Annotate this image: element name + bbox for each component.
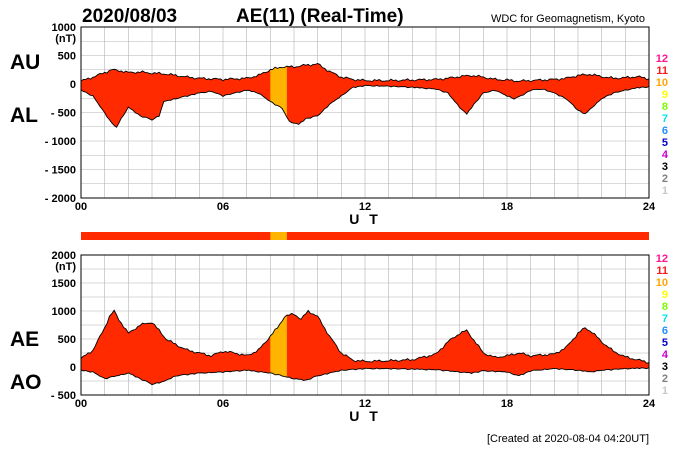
station-scale-label: 9 <box>662 89 668 101</box>
station-scale-label: 7 <box>662 113 668 125</box>
station-scale-label: 9 <box>662 289 668 301</box>
series-line-au <box>80 63 650 83</box>
y-tick-label: - 500 <box>51 108 76 120</box>
plot-frame <box>80 26 650 199</box>
series-line-al <box>80 84 650 128</box>
upper-series-label: AU <box>10 51 40 74</box>
series-line-ae <box>80 309 650 364</box>
x-tick-label: 24 <box>643 398 656 410</box>
station-scale-label: 2 <box>662 173 668 185</box>
x-tick-label: 18 <box>501 398 513 410</box>
y-tick-label: - 1000 <box>45 136 76 148</box>
station-count-bar <box>81 232 649 240</box>
station-scale-label: 3 <box>662 361 668 373</box>
y-tick-label: 500 <box>58 334 76 346</box>
station-scale-label: 8 <box>662 101 668 113</box>
y-tick-label: 1000 <box>52 306 76 318</box>
x-axis-label: U T <box>349 408 381 424</box>
series-line-ao <box>80 367 650 386</box>
station-scale-label: 5 <box>662 137 668 149</box>
index-title: AE(11) (Real-Time) <box>236 6 404 27</box>
y-tick-label: 1000 <box>52 22 76 34</box>
y-tick-label: 1500 <box>52 278 76 290</box>
station-scale-label: 12 <box>656 253 668 265</box>
x-tick-label: 12 <box>359 201 371 213</box>
station-scale-label: 2 <box>662 373 668 385</box>
station-scale-label: 5 <box>662 337 668 349</box>
y-unit-label: (nT) <box>55 33 76 45</box>
x-tick-label: 12 <box>359 398 371 410</box>
x-axis-label: U T <box>349 211 381 227</box>
x-tick-label: 06 <box>217 201 229 213</box>
lower-series-label: AL <box>10 104 38 127</box>
plot-frame <box>80 254 650 396</box>
date-title: 2020/08/03 <box>82 6 177 27</box>
station-scale-label: 12 <box>656 53 668 65</box>
x-tick-label: 00 <box>75 398 87 410</box>
station-scale-label: 1 <box>662 185 668 197</box>
station-scale-label: 10 <box>656 277 668 289</box>
station-scale-label: 10 <box>656 77 668 89</box>
y-tick-label: 0 <box>70 362 76 374</box>
x-tick-label: 06 <box>217 398 229 410</box>
station-scale-label: 4 <box>662 149 669 161</box>
created-timestamp: [Created at 2020-08-04 04:20UT] <box>487 433 649 445</box>
x-tick-label: 00 <box>75 201 87 213</box>
station-scale-label: 7 <box>662 313 668 325</box>
station-scale-label: 8 <box>662 301 668 313</box>
y-tick-label: 2000 <box>52 250 76 262</box>
x-tick-label: 18 <box>501 201 513 213</box>
upper-series-label: AE <box>10 328 39 351</box>
y-tick-label: - 2000 <box>45 193 76 205</box>
y-tick-label: 500 <box>58 51 76 63</box>
area-fill-ae-ao <box>81 310 649 385</box>
station-scale-label: 4 <box>662 349 669 361</box>
station-bar-highlight <box>270 232 287 240</box>
y-tick-label: - 500 <box>51 390 76 402</box>
station-scale-label: 3 <box>662 161 668 173</box>
station-scale-label: 6 <box>662 125 668 137</box>
station-scale-label: 11 <box>656 265 668 277</box>
y-tick-label: - 1500 <box>45 165 76 177</box>
station-scale-label: 1 <box>662 385 668 397</box>
station-scale-label: 11 <box>656 65 668 77</box>
y-tick-label: 0 <box>70 79 76 91</box>
lower-series-label: AO <box>10 371 42 394</box>
source-label: WDC for Geomagnetism, Kyoto <box>491 13 645 25</box>
au-al-panel: 1000 500 0 - 500 - 1000 - 1500 - 2000 (nT) 00 06 1… <box>10 22 669 227</box>
x-tick-label: 24 <box>643 201 656 213</box>
y-unit-label: (nT) <box>55 261 76 273</box>
station-scale-label: 6 <box>662 325 668 337</box>
